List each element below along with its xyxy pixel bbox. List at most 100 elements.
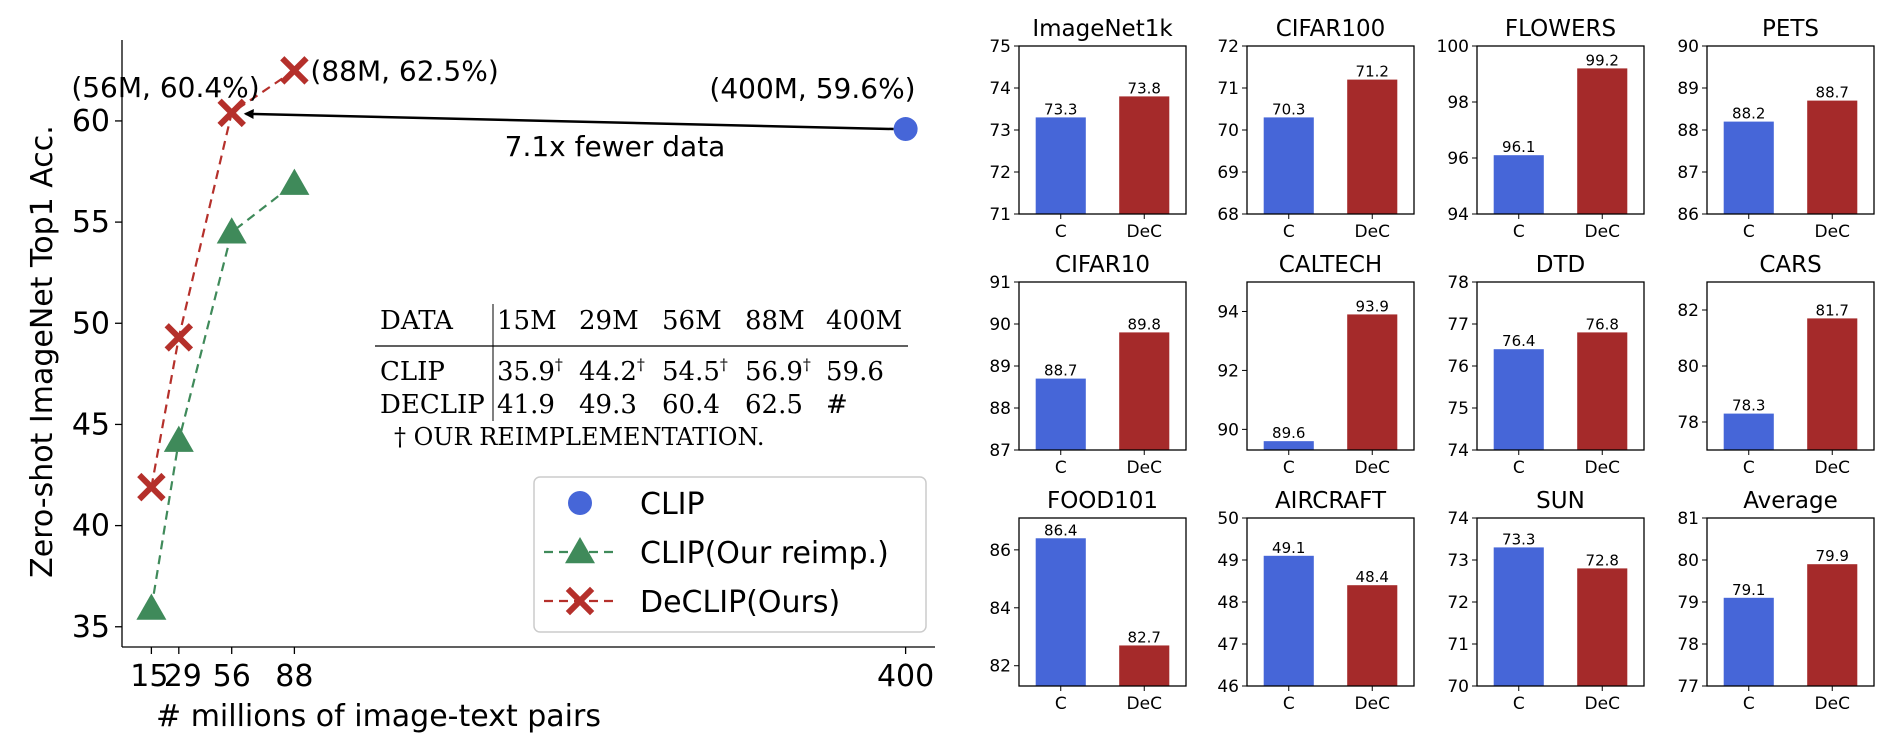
- y-tick-label: 81: [1677, 509, 1699, 529]
- x-tick-label: DeC: [1127, 458, 1162, 478]
- legend-box: [533, 476, 927, 633]
- y-tick-label: 74: [989, 79, 1011, 99]
- legend-marker: [565, 537, 595, 564]
- subplot-title: FOOD101: [1047, 488, 1158, 514]
- x-tick-label: DeC: [1585, 222, 1620, 242]
- x-tick-label: C: [1055, 222, 1067, 242]
- bar-chart-pets: PETS 88.2 C 88.7 DeC 86 87 88 89 90: [1677, 16, 1875, 242]
- bar-value-label: 89.6: [1272, 424, 1305, 442]
- plot-frame: [1018, 281, 1187, 451]
- y-tick-label: 78: [1447, 273, 1469, 293]
- plot-frame: [1476, 281, 1645, 451]
- y-tick-label: 50: [1217, 509, 1239, 529]
- bar-dec: [1577, 68, 1628, 215]
- table-header-cell: DATA: [380, 306, 454, 336]
- legend-entry: DeCLIP(Ours): [544, 585, 840, 620]
- bar-chart-average: Average 79.1 C 79.9 DeC 77 78 79 80 81: [1677, 488, 1875, 714]
- table-header-cell: 15M: [497, 306, 557, 336]
- plot-frame: [1706, 517, 1875, 687]
- y-tick-label: 45: [72, 407, 110, 442]
- table-cell: 62.5: [745, 390, 803, 420]
- table-cell: 44.2†: [579, 355, 645, 387]
- bar-dec: [1347, 314, 1398, 450]
- bar-chart-cifar10: CIFAR10 88.7 C 89.8 DeC 87 88 89 90 91: [989, 252, 1187, 478]
- bar-chart-dtd: DTD 76.4 C 76.8 DeC 74 75 76 77 78: [1447, 252, 1645, 478]
- legend: CLIP CLIP(Our reimp.) DeCLIP(Ours): [533, 476, 927, 633]
- x-tick-label: C: [1513, 694, 1525, 714]
- annotation-label: (400M, 59.6%): [709, 72, 915, 105]
- bar-chart-food101: FOOD101 86.4 C 82.7 DeC 82 84 86: [989, 488, 1187, 714]
- y-tick-label: 47: [1217, 635, 1239, 655]
- x-tick-label: C: [1513, 458, 1525, 478]
- subplot-title: ImageNet1k: [1032, 16, 1173, 42]
- y-tick-label: 75: [1447, 399, 1469, 419]
- x-tick-label: C: [1743, 694, 1755, 714]
- plot-frame: [1706, 45, 1875, 215]
- y-tick-label: 86: [1677, 205, 1699, 225]
- bar-value-label: 88.2: [1732, 105, 1765, 123]
- bar-c: [1035, 378, 1086, 450]
- bar-value-label: 82.7: [1128, 628, 1161, 646]
- x-tick-label: 29: [164, 659, 202, 694]
- plot-frame: [1018, 517, 1187, 687]
- x-tick-label: DeC: [1127, 694, 1162, 714]
- y-tick-label: 87: [1677, 163, 1699, 183]
- y-tick-label: 92: [1217, 361, 1239, 381]
- x-tick-label: 400: [877, 659, 934, 694]
- table-header-cell: 400M: [826, 306, 902, 336]
- bar-dec: [1347, 585, 1398, 686]
- table-header-cell: 56M: [662, 306, 722, 336]
- y-tick-label: 94: [1447, 205, 1469, 225]
- y-tick-label: 89: [989, 357, 1011, 377]
- bar-chart-imagenet1k: ImageNet1k 73.3 C 73.8 DeC 71 72 73 74 75: [989, 16, 1187, 242]
- bar-value-label: 79.1: [1732, 581, 1765, 599]
- bar-c: [1723, 597, 1774, 686]
- y-tick-label: 75: [989, 37, 1011, 57]
- x-tick-label: DeC: [1815, 694, 1850, 714]
- bar-value-label: 88.7: [1816, 84, 1849, 102]
- bar-value-label: 76.4: [1502, 332, 1535, 350]
- y-tick-label: 82: [989, 657, 1011, 677]
- y-tick-label: 70: [1447, 677, 1469, 697]
- y-tick-label: 71: [989, 205, 1011, 225]
- y-tick-label: 73: [989, 121, 1011, 141]
- bar-dec: [1577, 568, 1628, 686]
- y-tick-label: 88: [989, 399, 1011, 419]
- subplot-title: FLOWERS: [1505, 16, 1616, 42]
- x-tick-label: C: [1055, 694, 1067, 714]
- y-tick-label: 89: [1677, 79, 1699, 99]
- table-cell: 59.6: [826, 357, 884, 387]
- subplot-title: SUN: [1536, 488, 1585, 514]
- data-point-declip-ours: [137, 472, 166, 502]
- x-tick-label: C: [1743, 222, 1755, 242]
- bar-chart-cars: CARS 78.3 C 81.7 DeC 78 80 82: [1677, 252, 1875, 478]
- y-tick-label: 71: [1447, 635, 1469, 655]
- y-tick-label: 98: [1447, 93, 1469, 113]
- y-tick-label: 90: [1677, 37, 1699, 57]
- x-tick-label: 15: [130, 659, 168, 694]
- table-cell: 35.9†: [497, 355, 563, 387]
- bar-c: [1723, 413, 1774, 450]
- data-point-clip-our-reimp: [136, 593, 167, 620]
- table-footnote: † OUR REIMPLEMENTATION.: [394, 423, 765, 451]
- data-point-declip-ours: [217, 98, 246, 128]
- y-tick-label: 80: [1677, 357, 1699, 377]
- y-tick-label: 68: [1217, 205, 1239, 225]
- bar-chart-aircraft: AIRCRAFT 49.1 C 48.4 DeC 46 47 48 49 50: [1217, 488, 1415, 714]
- plot-frame: [1246, 281, 1415, 451]
- subplot-title: AIRCRAFT: [1275, 488, 1387, 514]
- y-tick-label: 70: [1217, 121, 1239, 141]
- table-cell: 60.4: [662, 390, 720, 420]
- bar-dec: [1577, 332, 1628, 450]
- bar-value-label: 93.9: [1356, 297, 1389, 315]
- legend-label: CLIP(Our reimp.): [640, 536, 889, 571]
- bar-value-label: 99.2: [1586, 51, 1619, 69]
- bar-c: [1263, 441, 1314, 450]
- bar-value-label: 71.2: [1356, 63, 1389, 81]
- y-tick-label: 69: [1217, 163, 1239, 183]
- subplot-title: CIFAR10: [1055, 252, 1150, 278]
- subplot-title: CALTECH: [1279, 252, 1382, 278]
- x-tick-label: C: [1283, 694, 1295, 714]
